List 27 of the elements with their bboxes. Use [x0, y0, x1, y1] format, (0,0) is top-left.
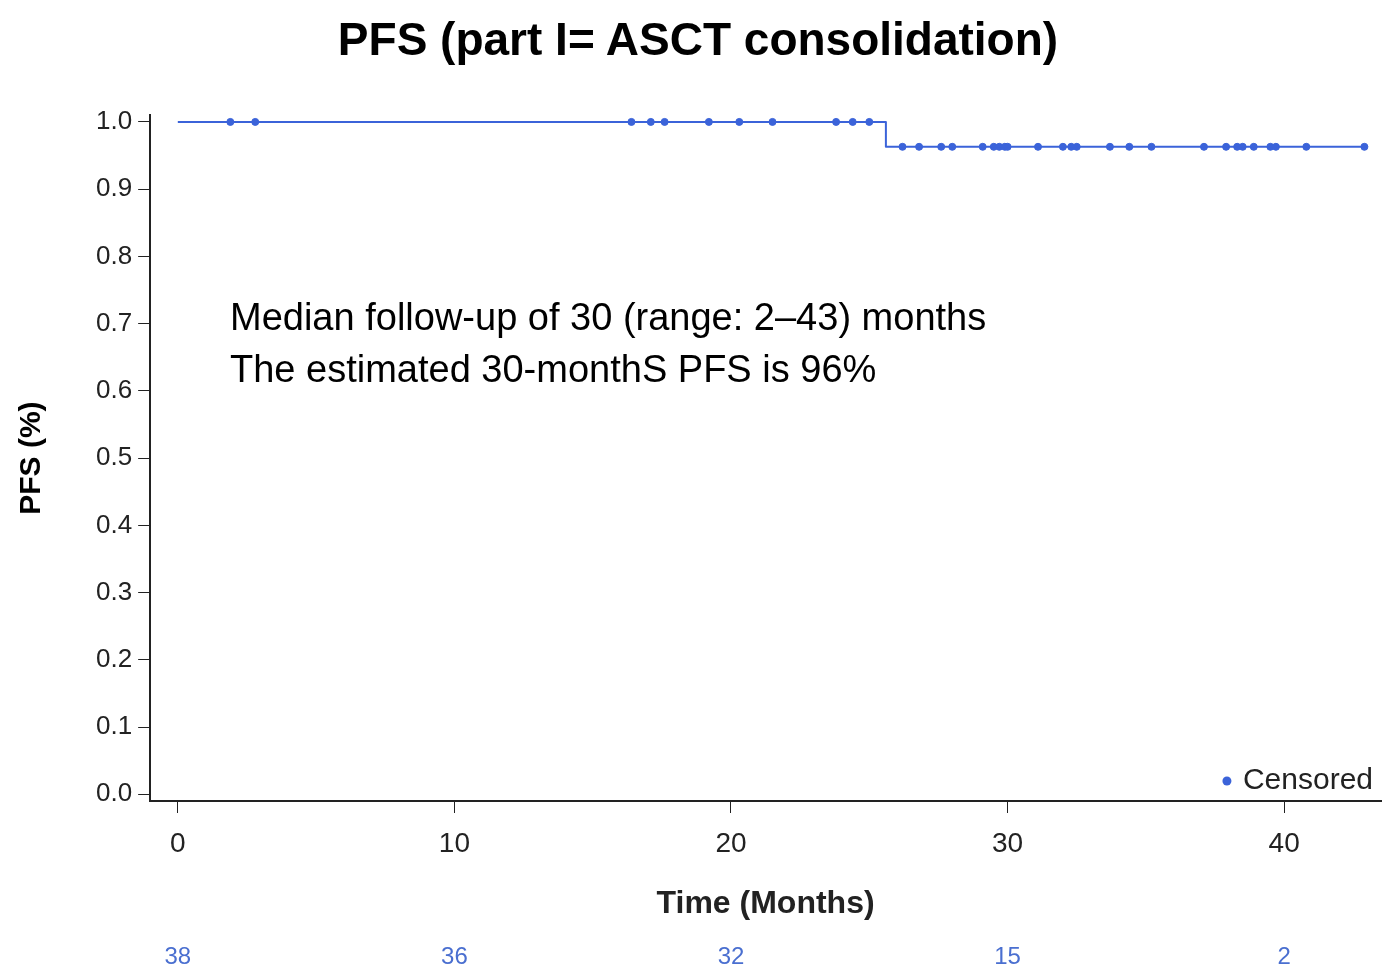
x-axis-title: Time (Months)	[656, 883, 875, 920]
y-tick-label: 0.3	[95, 575, 133, 606]
y-tick-label: 0.4	[95, 508, 133, 539]
y-tick-label: 1.0	[95, 105, 133, 136]
legend-label: Censored	[1242, 762, 1373, 796]
annotation: The estimated 30-monthS PFS is 96%	[230, 348, 877, 390]
text: 2	[1277, 942, 1291, 967]
y-tick-label: 0.6	[95, 374, 133, 405]
y-tick-label: 0.0	[95, 777, 133, 808]
text: 32	[717, 942, 745, 967]
y-axis-title: PFS (%)	[13, 401, 47, 515]
chart-title: PFS (part I= ASCT consolidation)	[337, 13, 1059, 66]
x-tick-label: 20	[715, 826, 747, 858]
y-tick-label: 0.9	[95, 172, 133, 203]
x-tick-label: 0	[170, 826, 186, 858]
y-tick-label: 0.8	[95, 239, 133, 270]
y-tick-label: 0.2	[95, 642, 133, 673]
text: 38	[164, 942, 192, 967]
y-tick-label: 0.1	[95, 710, 133, 741]
text: 36	[441, 942, 468, 967]
x-tick-label: 10	[438, 826, 470, 858]
y-tick-label: 0.5	[95, 441, 133, 472]
y-tick-label: 0.7	[95, 306, 133, 337]
text: 15	[994, 942, 1021, 967]
annotation: Median follow-up of 30 (range: 2–43) months	[230, 296, 987, 338]
x-tick-label: 40	[1268, 826, 1300, 858]
x-tick-label: 30	[992, 826, 1024, 858]
